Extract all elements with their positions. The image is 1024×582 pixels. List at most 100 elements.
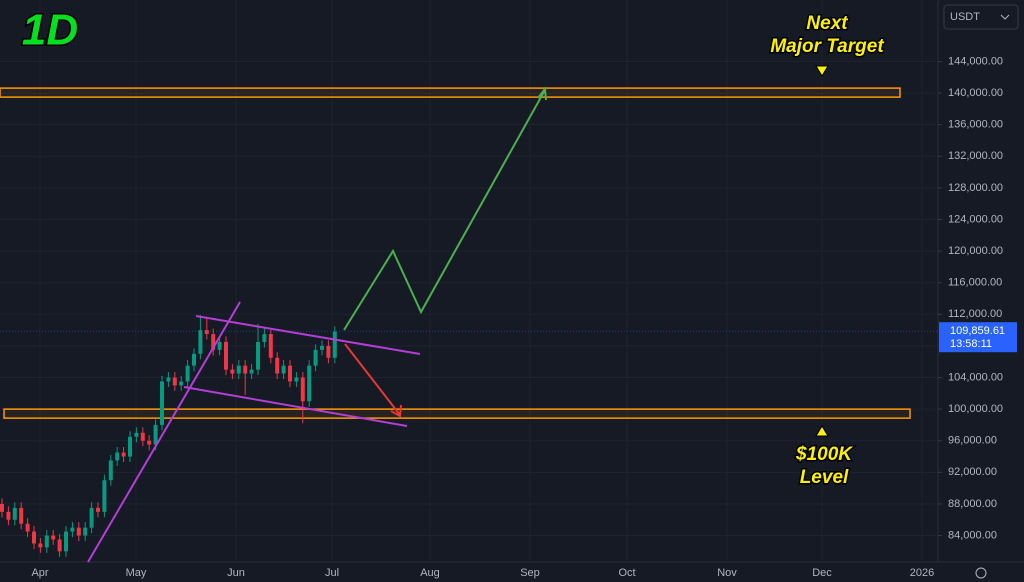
candle-body xyxy=(64,531,68,552)
candle-body xyxy=(108,460,113,481)
candle-body xyxy=(147,440,152,445)
currency-select[interactable] xyxy=(943,4,1019,30)
y-tick-label: 112,000.00 xyxy=(948,308,1002,320)
x-tick-label: Apr xyxy=(31,567,48,579)
level-arrow xyxy=(815,425,829,437)
y-tick-label: 140,000.00 xyxy=(948,87,1003,99)
candle-body xyxy=(32,531,36,544)
dropdown-icon xyxy=(1000,14,1010,20)
y-tick-label: 136,000.00 xyxy=(948,119,1003,131)
price-axis: 84,000.00 88,000.00 92,000.00 96,000.00 100,… xyxy=(31,55,1017,579)
candle-body xyxy=(6,511,11,520)
candle-body xyxy=(204,330,209,335)
candle-body xyxy=(160,381,164,425)
settings-icon[interactable] xyxy=(975,567,987,579)
candle-body xyxy=(262,334,267,342)
candle-body xyxy=(76,527,81,536)
annotation: Level xyxy=(800,467,849,488)
candle-body xyxy=(307,365,312,402)
y-tick-label: 92,000.00 xyxy=(948,466,997,478)
y-tick-label: 88,000.00 xyxy=(948,498,997,510)
x-tick-label: May xyxy=(126,567,147,579)
price-zone xyxy=(0,87,901,98)
countdown-label: 13:58:11 xyxy=(950,338,992,350)
annotation: Major Target xyxy=(770,36,884,57)
candle-body xyxy=(288,365,292,382)
y-tick-label: 100,000.00 xyxy=(948,403,1003,415)
y-tick-label: 120,000.00 xyxy=(948,245,1003,257)
y-tick-label: 96,000.00 xyxy=(948,435,997,447)
candle-body xyxy=(198,330,203,354)
candle-body xyxy=(230,369,235,374)
candle-body xyxy=(51,535,56,540)
candle-body xyxy=(332,331,337,358)
candle-body xyxy=(326,345,331,358)
candle-body xyxy=(70,527,75,532)
candle-body xyxy=(0,503,4,512)
channel-top xyxy=(195,315,421,355)
candle-body xyxy=(38,543,43,548)
candle-body xyxy=(166,377,171,382)
candle-body xyxy=(217,341,222,350)
candle-body xyxy=(134,432,139,437)
trend-line xyxy=(87,301,241,563)
candle-body xyxy=(83,527,88,536)
candle-body xyxy=(57,539,62,552)
candle-body xyxy=(224,341,228,370)
candles xyxy=(0,315,337,557)
candle-body xyxy=(25,523,30,532)
candle-body xyxy=(44,535,49,548)
candle-body xyxy=(192,353,196,366)
x-tick-label: Nov xyxy=(717,567,737,579)
candle-body xyxy=(153,424,158,445)
candle-body xyxy=(185,365,190,382)
x-tick-label: Jul xyxy=(325,567,339,579)
candle-body xyxy=(300,377,305,402)
x-tick-label: Sep xyxy=(520,567,540,579)
candle-body xyxy=(211,334,216,350)
candle-body xyxy=(236,365,241,374)
x-tick-label: Dec xyxy=(812,567,832,579)
candle-body xyxy=(320,345,324,350)
candle-body xyxy=(172,377,177,386)
annotation: Next xyxy=(806,13,848,34)
bear-arrowhead xyxy=(390,404,402,418)
y-tick-label: 124,000.00 xyxy=(948,213,1003,225)
candle-body xyxy=(121,452,126,457)
candle-body xyxy=(243,365,248,374)
candle-body xyxy=(313,349,318,366)
candle-body xyxy=(128,436,132,457)
last-price-badge xyxy=(939,322,1017,353)
candle-body xyxy=(256,341,260,370)
x-tick-label: Jun xyxy=(227,567,245,579)
candle-body xyxy=(12,507,17,520)
candle-body xyxy=(19,507,24,524)
drawings xyxy=(87,65,829,563)
timeframe-title: 1D xyxy=(22,6,78,55)
candle-body xyxy=(294,377,299,382)
y-tick-label: 144,000.00 xyxy=(948,55,1003,67)
x-tick-label: 2026 xyxy=(910,567,934,579)
candle-body xyxy=(281,365,286,374)
candle-body xyxy=(102,480,107,512)
y-tick-label: 116,000.00 xyxy=(948,277,1002,289)
bull-arrowhead xyxy=(537,86,547,101)
candle-body xyxy=(140,432,145,441)
y-tick-label: 84,000.00 xyxy=(948,529,997,541)
currency-label: USDT xyxy=(950,11,980,23)
y-tick-label: 128,000.00 xyxy=(948,182,1003,194)
zones xyxy=(0,87,911,419)
channel-bottom xyxy=(183,386,408,427)
y-tick-label: 104,000.00 xyxy=(948,371,1003,383)
target-arrow xyxy=(815,65,829,77)
candle-body xyxy=(89,507,94,528)
last-price-label: 109,859.61 xyxy=(950,325,1005,337)
price-zone xyxy=(3,408,911,419)
y-tick-label: 132,000.00 xyxy=(948,150,1003,162)
bear-path xyxy=(344,343,401,416)
bull-path xyxy=(343,89,546,331)
candle-body xyxy=(249,369,254,374)
x-tick-label: Aug xyxy=(420,567,440,579)
